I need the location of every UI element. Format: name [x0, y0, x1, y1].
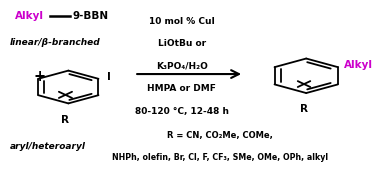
Text: aryl/heteroaryl: aryl/heteroaryl — [10, 142, 86, 151]
Text: linear/β-branched: linear/β-branched — [10, 38, 101, 47]
Text: 80-120 °C, 12-48 h: 80-120 °C, 12-48 h — [135, 107, 229, 116]
Text: NHPh, olefin, Br, Cl, F, CF₃, SMe, OMe, OPh, alkyl: NHPh, olefin, Br, Cl, F, CF₃, SMe, OMe, … — [112, 153, 328, 162]
Text: +: + — [33, 69, 45, 84]
Text: 9-BBN: 9-BBN — [72, 11, 108, 21]
Text: Alkyl: Alkyl — [344, 60, 373, 70]
Text: I: I — [107, 72, 110, 82]
Text: Alkyl: Alkyl — [15, 11, 44, 21]
Text: R: R — [61, 116, 69, 125]
Text: K₃PO₄/H₂O: K₃PO₄/H₂O — [156, 62, 208, 71]
Text: 10 mol % CuI: 10 mol % CuI — [149, 17, 215, 26]
Text: R = CN, CO₂Me, COMe,: R = CN, CO₂Me, COMe, — [167, 131, 273, 140]
Text: LiOtBu or: LiOtBu or — [158, 39, 206, 48]
Text: HMPA or DMF: HMPA or DMF — [147, 84, 216, 93]
Text: R: R — [300, 104, 308, 114]
